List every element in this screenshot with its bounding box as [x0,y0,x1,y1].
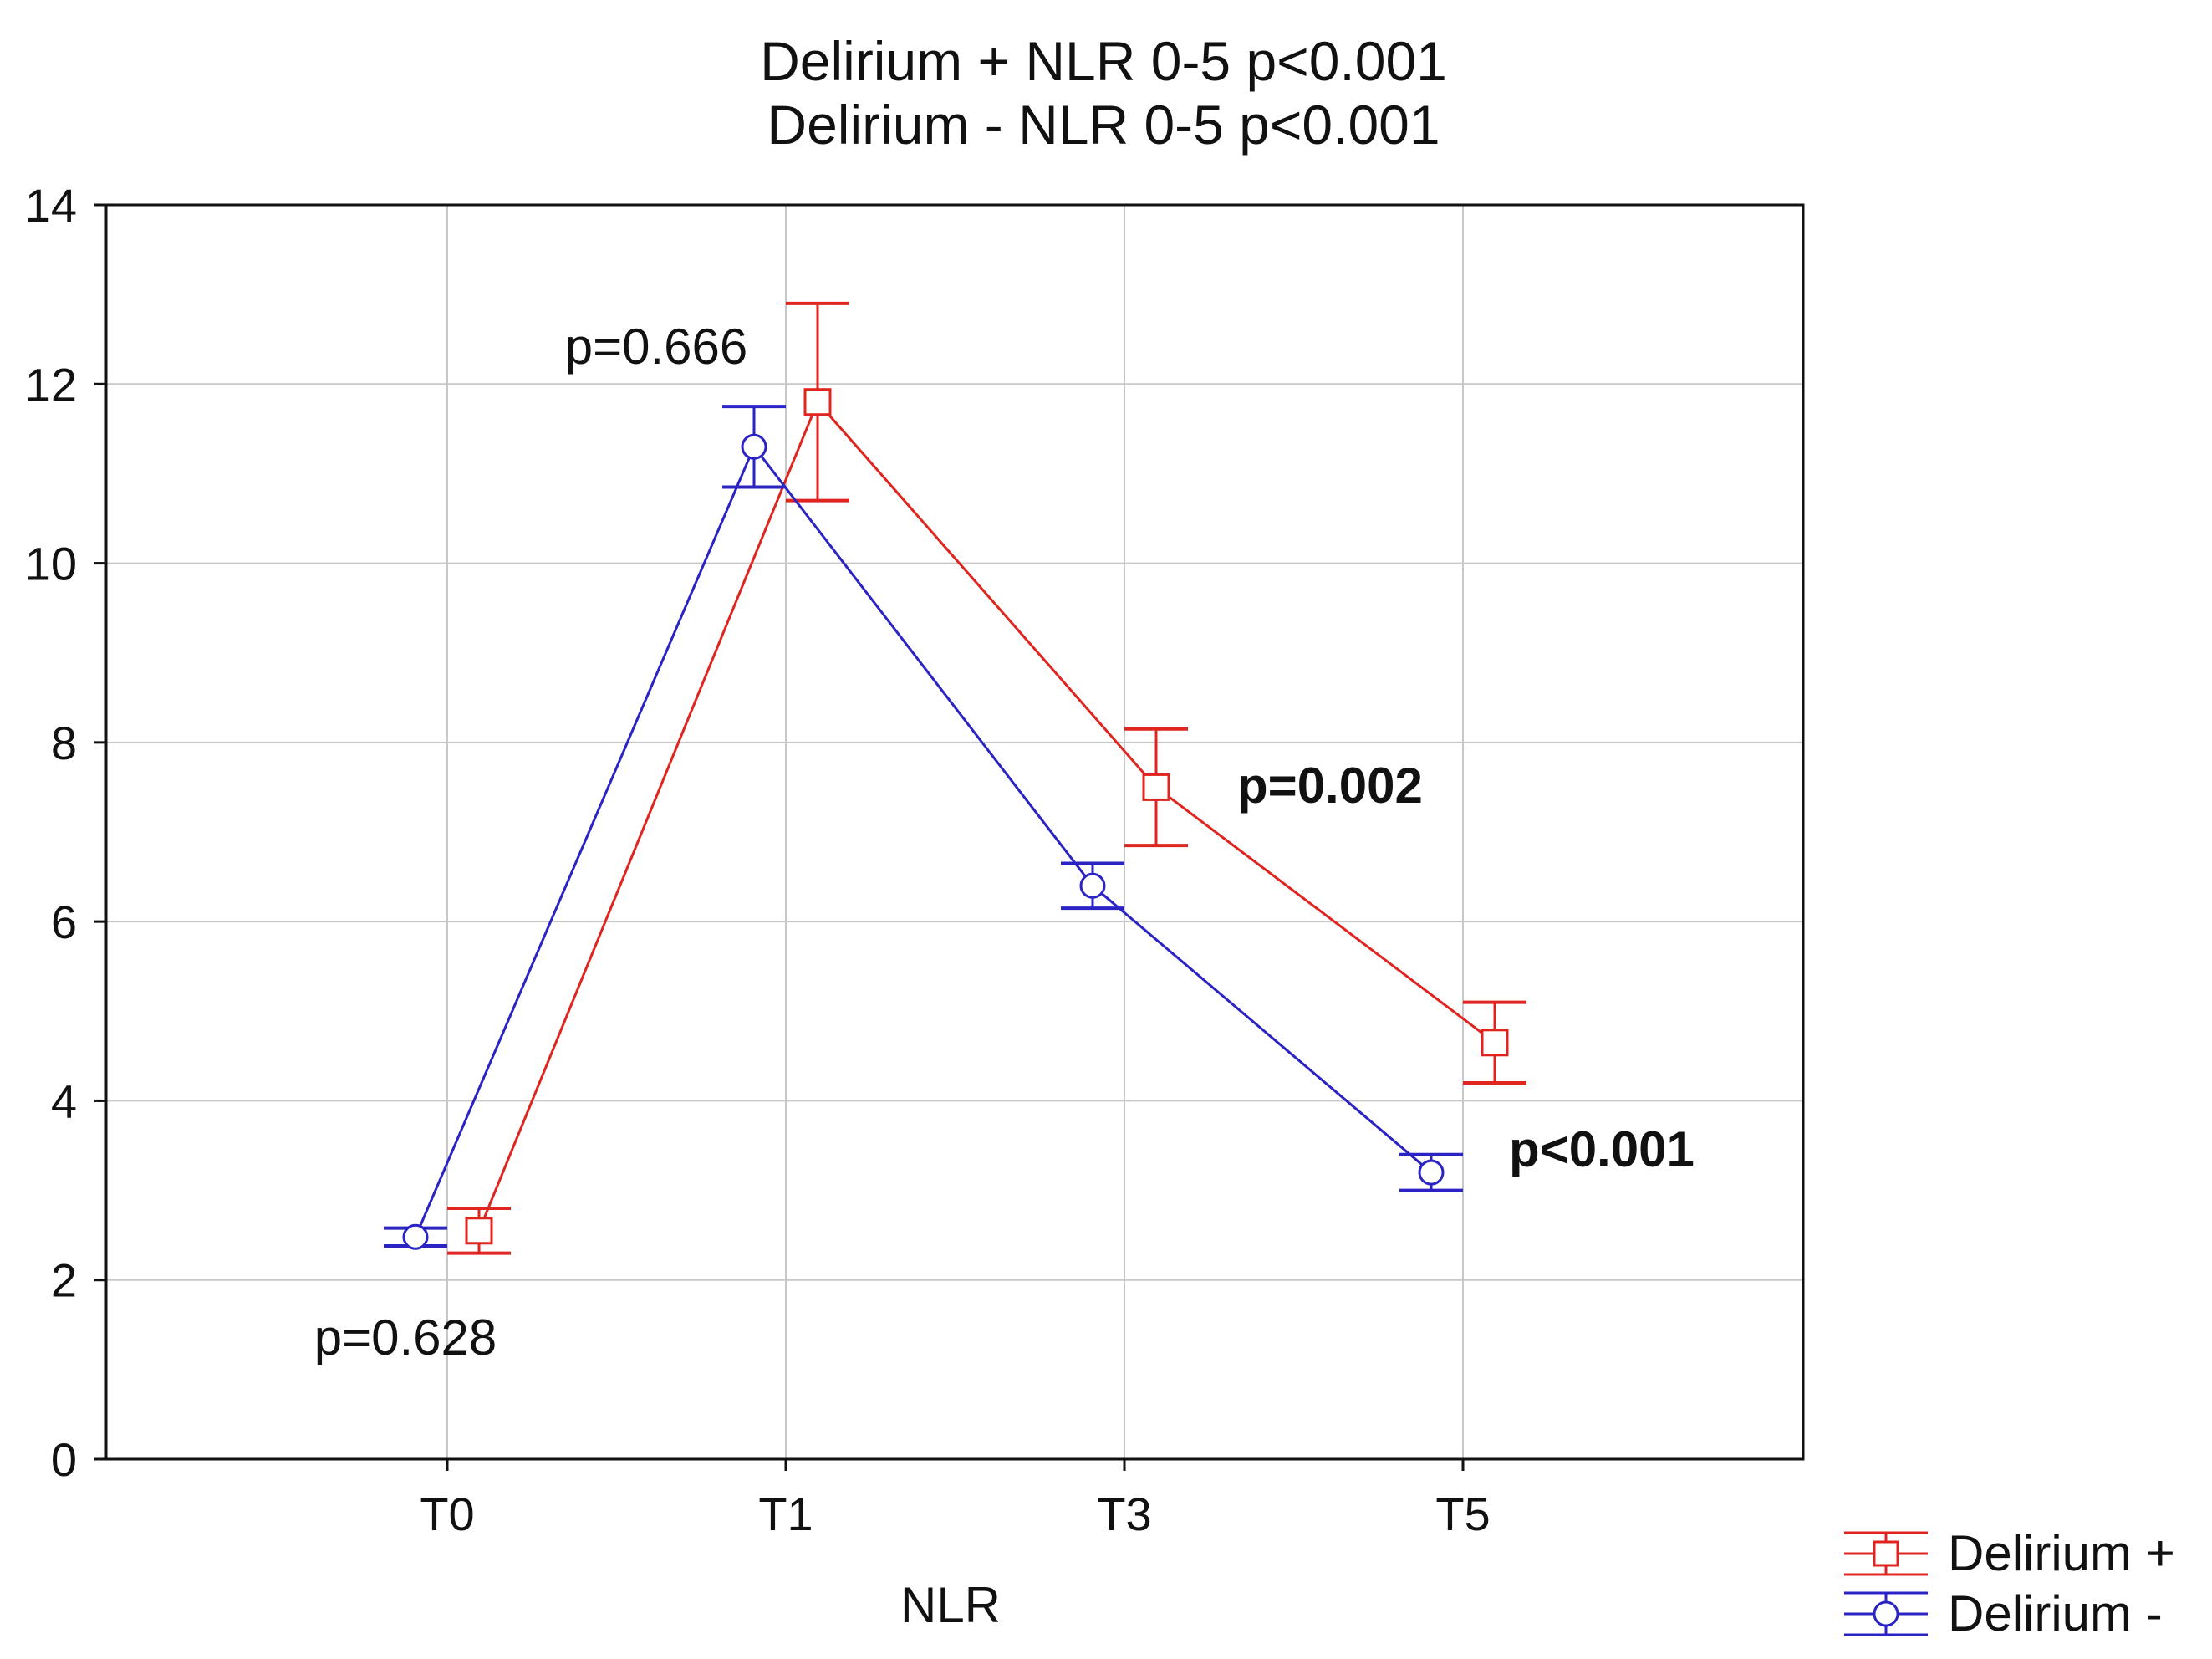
y-tick-label: 8 [51,717,77,769]
data-point [1418,1159,1445,1186]
p-value-annotation: p<0.001 [1509,1121,1695,1177]
x-tick-label: T0 [420,1488,474,1540]
p-value-annotation: p=0.628 [314,1309,497,1365]
data-point [741,433,767,460]
y-tick-label: 14 [25,179,77,232]
legend-item-delirium-plus: Delirium + [1844,1525,2175,1581]
chart-title: Delirium + NLR 0-5 p<0.001 Delirium - NL… [760,30,1447,156]
data-point [465,1217,493,1245]
series-delirium-minus [384,405,1463,1250]
y-tick-label: 12 [25,358,77,411]
x-axis: T0 T1 T3 T5 [420,1459,1491,1540]
y-axis: 0 2 4 6 8 10 12 14 [25,179,106,1486]
chart-title-line-2: Delirium - NLR 0-5 p<0.001 [767,94,1440,156]
x-tick-label: T5 [1435,1488,1490,1540]
grid-lines [106,205,1803,1459]
plot-frame [104,203,1805,1461]
data-point [1481,1029,1509,1057]
y-tick-label: 6 [51,896,77,948]
series-layer [384,301,1526,1255]
legend-item-delirium-minus: Delirium - [1844,1585,2163,1641]
y-tick-label: 10 [25,538,77,590]
series-line [414,444,1432,1238]
series-delirium-plus [447,301,1526,1255]
x-tick-label: T1 [758,1488,813,1540]
legend-marker [1873,1540,1899,1567]
legend-label: Delirium + [1948,1525,2175,1581]
data-point [402,1223,429,1250]
legend-marker [1873,1600,1899,1627]
x-tick-label: T3 [1097,1488,1151,1540]
legend-label: Delirium - [1948,1585,2163,1641]
series-line [477,399,1496,1232]
data-point [1142,773,1170,801]
y-tick-label: 0 [51,1433,77,1486]
p-value-annotation: p=0.666 [565,319,748,375]
x-axis-label: NLR [900,1577,1001,1633]
y-tick-label: 2 [51,1254,77,1307]
chart-title-line-1: Delirium + NLR 0-5 p<0.001 [760,30,1447,92]
legend: Delirium +Delirium - [1844,1525,2175,1641]
data-point [1079,872,1106,899]
y-tick-label: 4 [51,1075,77,1127]
annotations: p=0.628 p=0.666 p=0.002 p<0.001 [314,319,1695,1365]
data-point [803,388,832,416]
p-value-annotation: p=0.002 [1237,758,1423,814]
